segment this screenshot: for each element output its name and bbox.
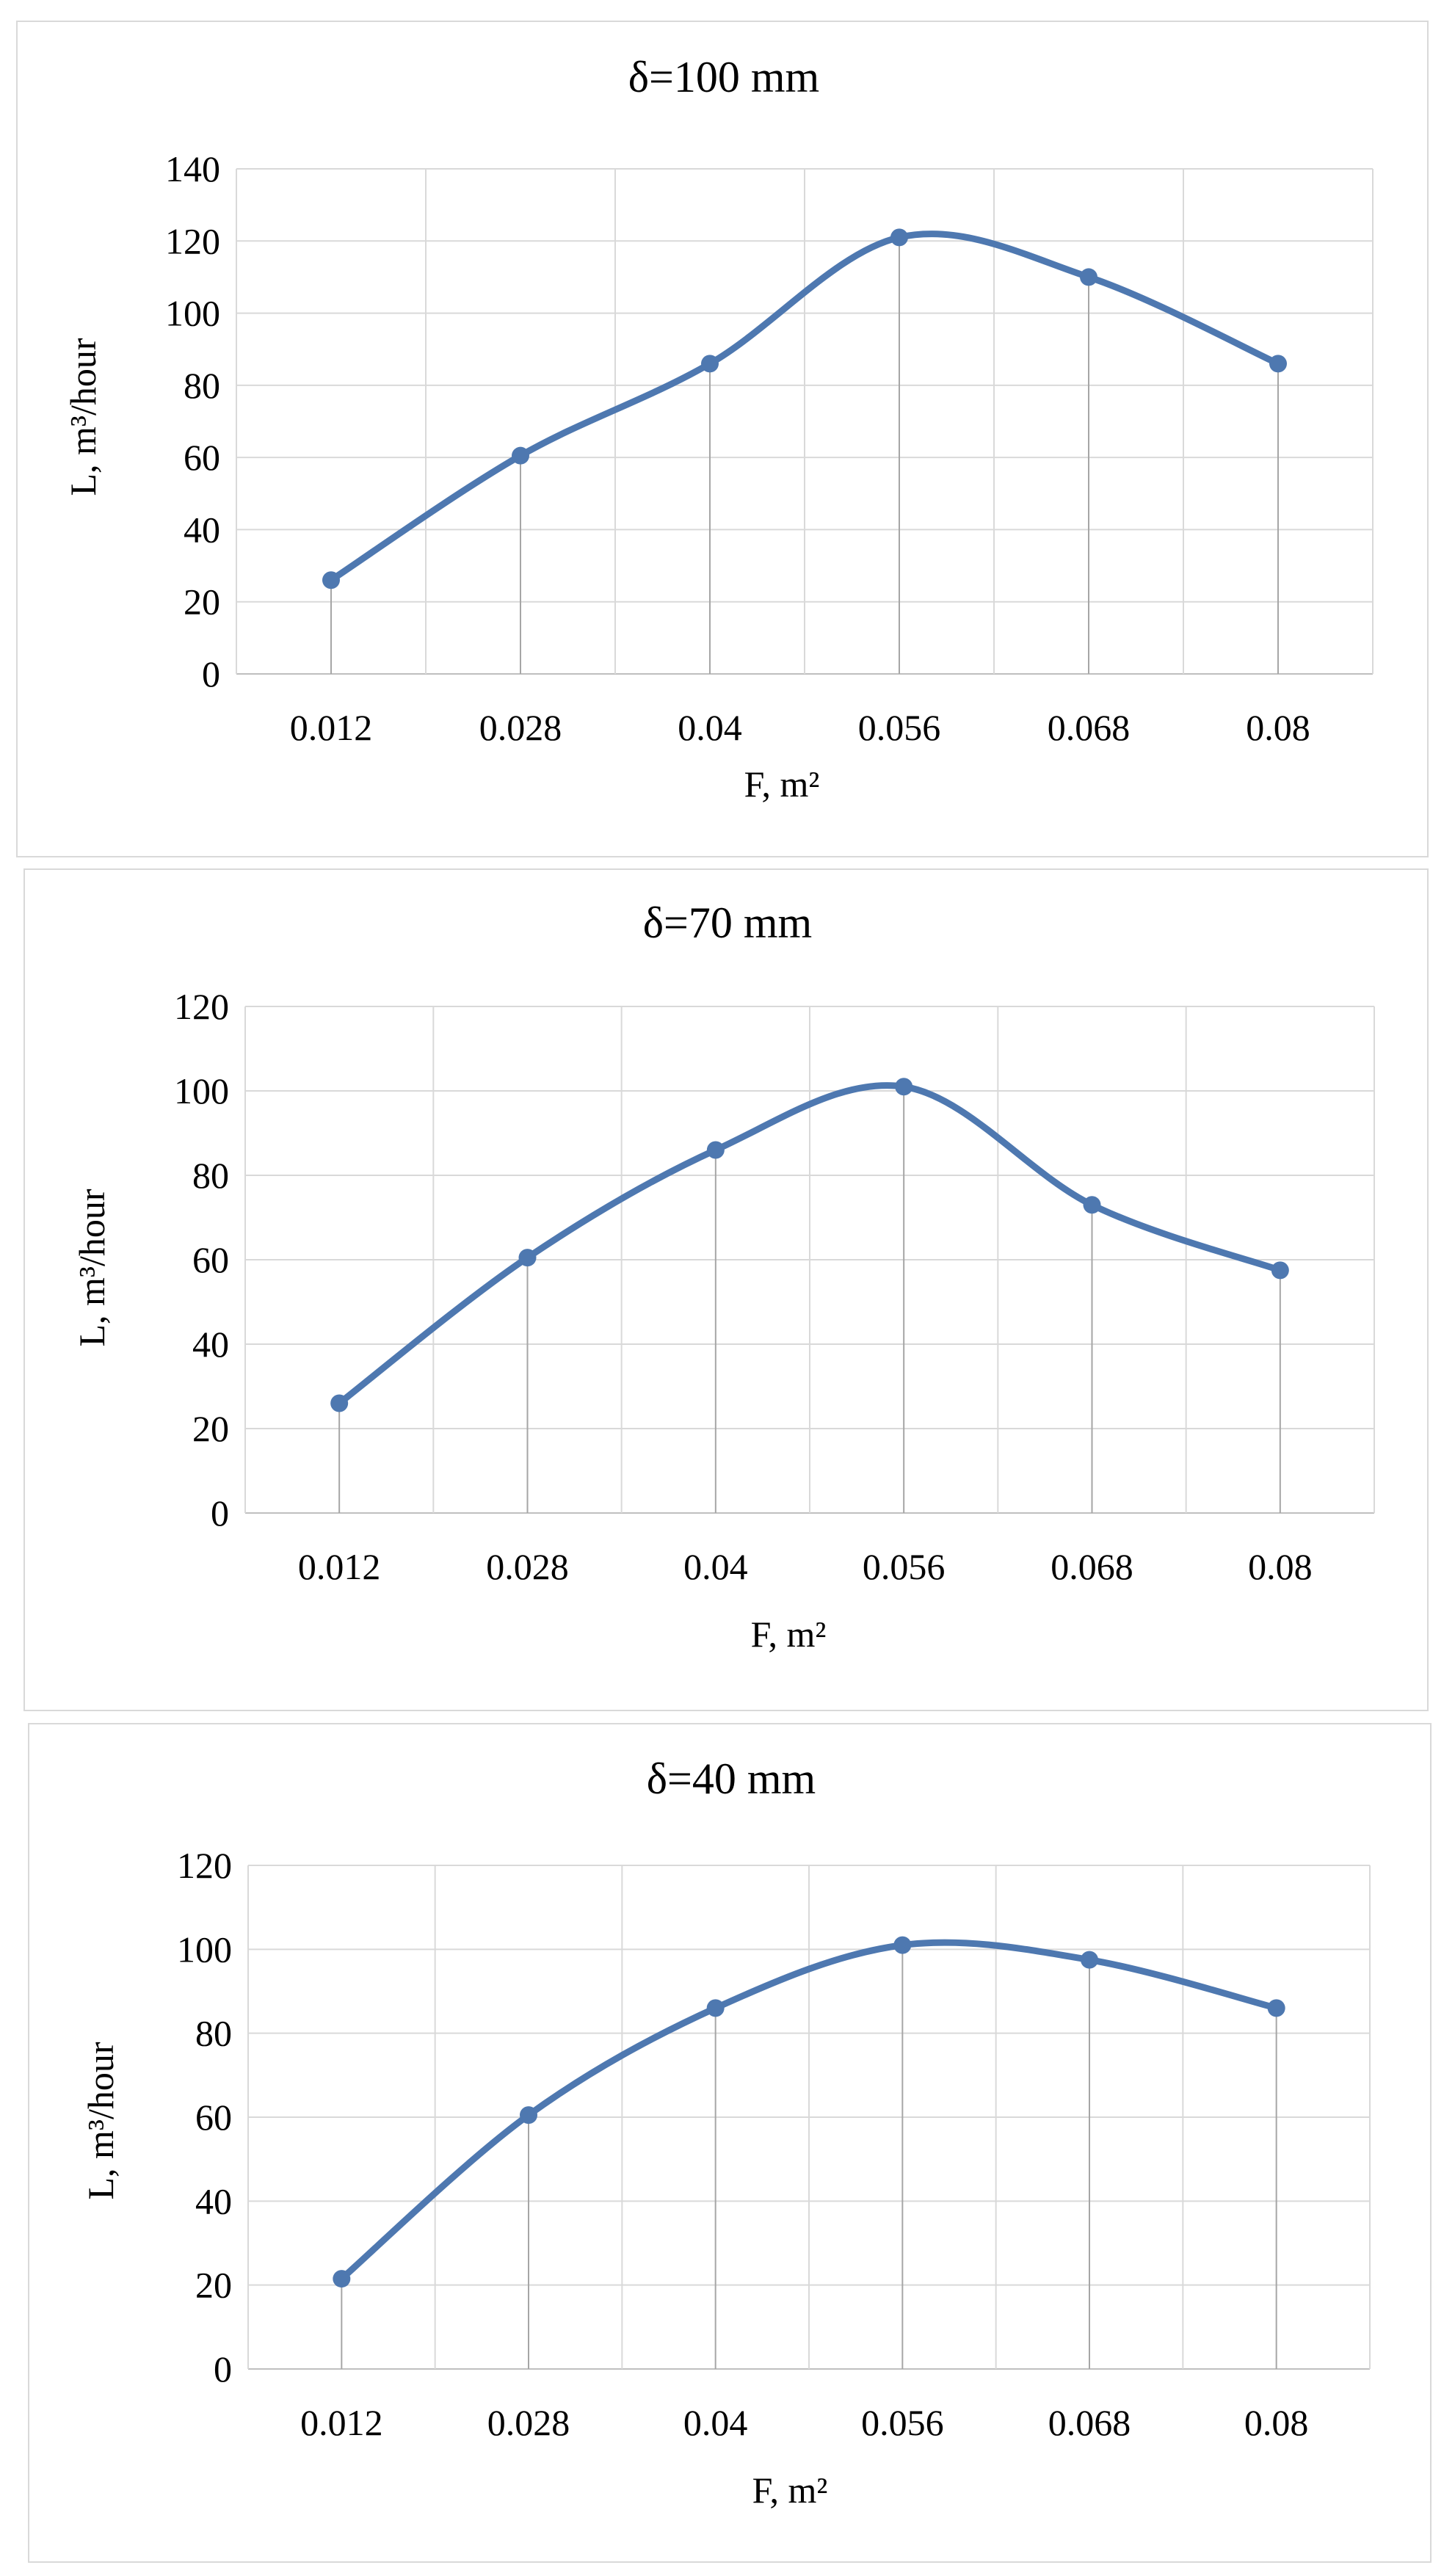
data-point — [322, 571, 340, 589]
data-point — [518, 1249, 537, 1267]
y-tick-label: 100 — [165, 293, 220, 334]
chart-panel-delta-40: δ=40 mm F, m² L, m³/hour 0 20 40 60 80 100 120… — [28, 1723, 1432, 2563]
y-tick-label: 40 — [195, 2180, 232, 2221]
y-tick-label: 120 — [165, 220, 220, 261]
gridlines — [244, 1006, 1375, 1514]
x-tick-label: 0.04 — [683, 1546, 748, 1587]
data-point — [1271, 1261, 1289, 1280]
data-point — [893, 1936, 912, 1954]
data-point — [701, 355, 719, 373]
gridlines — [247, 1865, 1371, 2370]
y-tick-label: 40 — [192, 1324, 229, 1365]
x-tick-label: 0.028 — [486, 1546, 569, 1587]
y-tick-label: 120 — [177, 1845, 232, 1886]
x-tick-label: 0.068 — [1048, 2402, 1131, 2443]
data-point — [1080, 268, 1097, 286]
y-tick-label: 0 — [211, 1492, 229, 1534]
y-tick-label: 60 — [195, 2097, 232, 2138]
y-tick-label: 100 — [174, 1070, 229, 1111]
y-tick-label: 140 — [165, 148, 220, 189]
data-point — [333, 2270, 351, 2288]
data-point — [706, 1999, 725, 2017]
y-tick-label: 80 — [192, 1155, 229, 1196]
chart-panel-delta-100: δ=100 mm F, m² L, m³/hour 0 20 40 60 80 100 12… — [16, 21, 1429, 857]
y-tick-label: 100 — [177, 1929, 232, 1970]
x-tick-label: 0.08 — [1244, 2402, 1309, 2443]
data-point — [1267, 1999, 1285, 2017]
data-point — [1083, 1196, 1101, 1214]
x-axis-label: F, m² — [752, 2470, 828, 2511]
x-tick-label: 0.028 — [479, 707, 562, 748]
series-line — [335, 1082, 1284, 1407]
data-point — [520, 2106, 537, 2125]
y-tick-label: 0 — [214, 2348, 232, 2390]
y-tick-label: 40 — [184, 509, 220, 550]
y-tick-label: 60 — [184, 437, 220, 478]
x-tick-label: 0.04 — [678, 707, 742, 748]
y-axis-label: L, m³/hour — [80, 2042, 121, 2199]
x-tick-label: 0.068 — [1048, 707, 1131, 748]
x-tick-label: 0.028 — [487, 2402, 570, 2443]
x-tick-label: 0.012 — [290, 707, 373, 748]
y-tick-label: 120 — [174, 986, 229, 1027]
x-tick-label: 0.04 — [683, 2402, 748, 2443]
data-point — [1269, 355, 1287, 373]
data-point — [890, 228, 908, 247]
x-tick-label: 0.056 — [863, 1546, 946, 1587]
x-axis-label: F, m² — [744, 763, 820, 805]
data-point — [706, 1141, 725, 1159]
chart-svg: δ=70 mm F, m² L, m³/hour 0 20 40 60 80 100 120… — [71, 899, 1375, 1655]
y-tick-label: 60 — [192, 1239, 229, 1280]
x-tick-label: 0.056 — [858, 707, 941, 748]
x-axis-label: F, m² — [751, 1614, 827, 1655]
chart-svg: δ=100 mm F, m² L, m³/hour 0 20 40 60 80 100 12… — [62, 53, 1374, 805]
y-tick-label: 0 — [202, 653, 220, 694]
x-tick-label: 0.068 — [1051, 1546, 1133, 1587]
data-point — [330, 1394, 349, 1412]
x-tick-label: 0.012 — [300, 2402, 383, 2443]
chart-panel-delta-70: δ=70 mm F, m² L, m³/hour 0 20 40 60 80 100 120… — [23, 868, 1429, 1711]
chart-svg: δ=40 mm F, m² L, m³/hour 0 20 40 60 80 100 120… — [80, 1755, 1371, 2511]
x-tick-label: 0.08 — [1248, 1546, 1313, 1587]
chart-title: δ=70 mm — [643, 899, 812, 947]
y-tick-label: 20 — [192, 1408, 229, 1449]
y-tick-label: 80 — [184, 365, 220, 406]
chart-title: δ=100 mm — [628, 53, 819, 101]
y-axis-label: L, m³/hour — [62, 338, 104, 496]
gridlines — [236, 168, 1374, 675]
data-point — [1081, 1951, 1098, 1969]
chart-title: δ=40 mm — [647, 1755, 816, 1803]
x-tick-label: 0.012 — [298, 1546, 381, 1587]
y-tick-label: 20 — [195, 2265, 232, 2306]
data-point — [895, 1078, 913, 1096]
y-tick-label: 80 — [195, 2013, 232, 2054]
x-tick-label: 0.08 — [1246, 707, 1310, 748]
data-point — [512, 446, 529, 465]
y-tick-label: 20 — [184, 581, 220, 623]
x-tick-label: 0.056 — [861, 2402, 944, 2443]
series-line — [327, 231, 1282, 584]
y-axis-label: L, m³/hour — [71, 1189, 112, 1346]
series-line — [338, 1939, 1280, 2282]
